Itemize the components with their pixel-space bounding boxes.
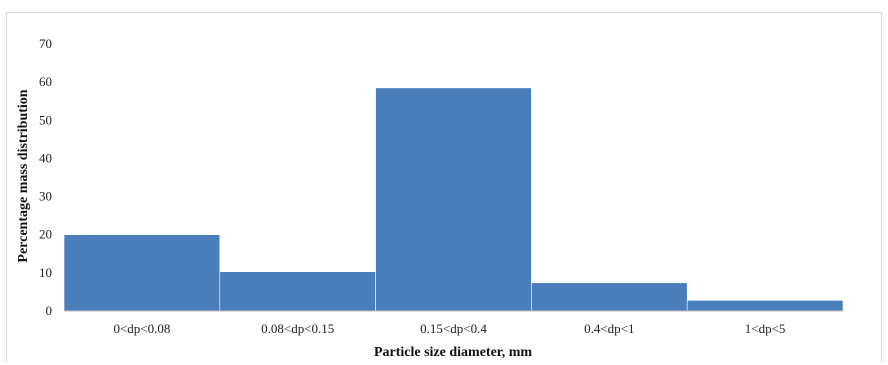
y-tick-label: 0 (46, 303, 53, 318)
y-tick-label: 20 (39, 227, 52, 242)
y-tick-labels: 0 10 20 30 40 50 60 70 (39, 36, 52, 318)
y-tick-label: 60 (39, 74, 52, 89)
x-tick-label: 1<dp<5 (745, 321, 786, 336)
x-tick-label: 0<dp<0.08 (113, 321, 170, 336)
y-tick-label: 10 (39, 265, 52, 280)
bar (686, 300, 844, 312)
y-tick-label: 30 (39, 189, 52, 204)
y-tick-label: 40 (39, 150, 52, 165)
x-tick-labels: 0<dp<0.08 0.08<dp<0.15 0.15<dp<0.4 0.4<dp<1… (113, 321, 785, 336)
y-axis-title: Percentage mass distribution (16, 89, 31, 262)
bars (63, 87, 844, 312)
y-tick-label: 50 (39, 112, 52, 127)
y-tick-label: 70 (39, 36, 52, 51)
x-tick-label: 0.4<dp<1 (584, 321, 634, 336)
x-tick-label: 0.08<dp<0.15 (261, 321, 334, 336)
bar (219, 271, 376, 312)
x-tick-label: 0.15<dp<0.4 (420, 321, 487, 336)
bar (375, 87, 532, 312)
chart-frame (6, 12, 882, 362)
bar (531, 282, 688, 312)
x-axis-title: Particle size diameter, mm (374, 345, 532, 360)
bar (63, 234, 221, 312)
